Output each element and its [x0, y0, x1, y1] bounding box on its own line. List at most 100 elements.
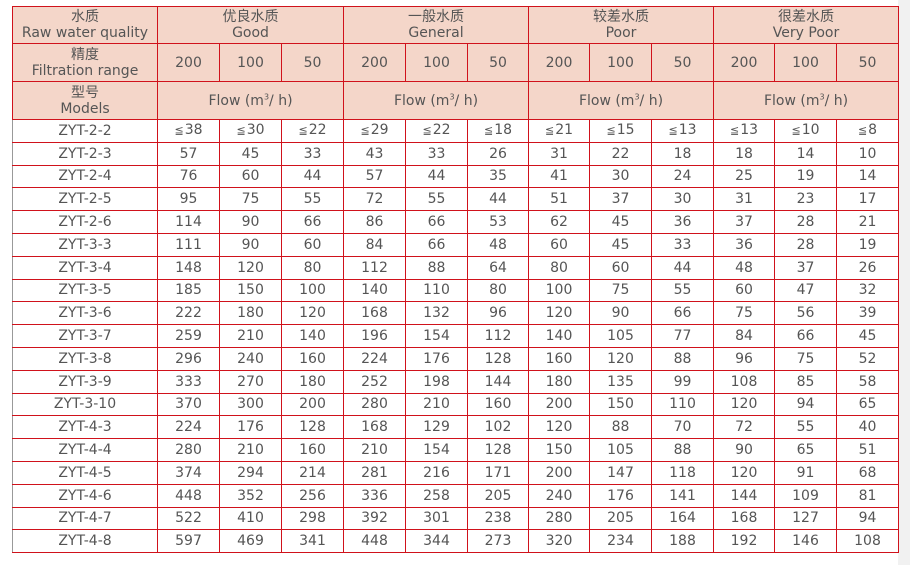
- flow-value-cell: 240: [528, 483, 590, 508]
- flow-value-cell: 90: [219, 210, 282, 234]
- model-cell: ZYT-4-7: [12, 506, 158, 531]
- flow-value-cell: 88: [405, 255, 468, 280]
- filtration-value: 50: [835, 43, 900, 82]
- table-row: ZYT-3-4 148 120 80 112 88 64 80 60 44 48 37 26: [12, 255, 900, 280]
- model-cell: ZYT-4-5: [12, 460, 158, 485]
- flow-value-cell: 333: [157, 369, 220, 394]
- flow-value-cell: 57: [343, 164, 406, 189]
- table-row: ZYT-3-3 111 90 60 84 66 48 60 45 33 36 28 19: [12, 232, 900, 257]
- flow-value-cell: 40: [835, 415, 900, 440]
- model-cell: ZYT-3-6: [12, 301, 158, 326]
- flow-value-cell: 301: [405, 506, 468, 531]
- flow-value-cell: 168: [343, 301, 406, 326]
- flow-value-cell: 210: [405, 392, 468, 417]
- flow-value-cell: 294: [219, 460, 282, 485]
- flow-value-cell: 56: [774, 301, 837, 326]
- flow-value-cell: 110: [651, 392, 714, 417]
- flow-value-cell: 132: [405, 301, 468, 326]
- flow-value-cell: 141: [651, 483, 714, 508]
- flow-value-cell: 88: [589, 415, 652, 440]
- flow-value-cell: 102: [467, 415, 529, 440]
- table-row: ZYT-4-6 448 352 256 336 258 205 240 176 141 144 109…: [12, 483, 900, 508]
- less-equal-symbol: ≦: [483, 124, 494, 138]
- flow-value-cell: 31: [713, 187, 775, 212]
- flow-value-cell: 18: [651, 141, 714, 166]
- flow-value-cell: 120: [528, 301, 590, 326]
- table-row: ZYT-2-4 76 60 44 57 44 35 41 30 24 25 19 14: [12, 164, 900, 189]
- flow-value-cell: 171: [467, 460, 529, 485]
- filtration-value: 50: [281, 43, 344, 82]
- filtration-value: 50: [467, 43, 529, 82]
- flow-value-cell: 30: [589, 164, 652, 189]
- less-equal-symbol: ≦: [298, 124, 308, 138]
- flow-value-cell: 14: [774, 141, 837, 166]
- flow-value-cell: 469: [219, 529, 282, 554]
- less-equal-symbol: ≦: [606, 124, 616, 138]
- group-header-poor: 较差水质 Poor: [528, 6, 714, 44]
- flow-value-cell: 64: [467, 255, 529, 280]
- flow-value-cell: 66: [405, 232, 468, 257]
- flow-value-cell: 86: [343, 210, 406, 234]
- flow-value-cell: 128: [467, 346, 529, 371]
- table-row: ZYT-2-5 95 75 55 72 55 44 51 37 30 31 23 17: [12, 187, 900, 212]
- flow-value-cell: 84: [343, 232, 406, 257]
- flow-value-cell: 140: [281, 324, 344, 348]
- less-equal-symbol: ≦: [422, 124, 432, 138]
- flow-value-cell: 25: [713, 164, 775, 189]
- flow-value-cell: 259: [157, 324, 220, 348]
- flow-value-cell: 18: [713, 141, 775, 166]
- model-cell: ZYT-4-6: [12, 483, 158, 508]
- flow-value-cell: 210: [343, 438, 406, 462]
- flow-value-cell: 75: [219, 187, 282, 212]
- flow-value-cell: 39: [835, 301, 900, 326]
- flow-value-cell: 392: [343, 506, 406, 531]
- flow-value-cell: 85: [774, 369, 837, 394]
- table-row: ZYT-3-6 222 180 120 168 132 96 120 90 66 75 56 39: [12, 301, 900, 326]
- flow-value-cell: 37: [713, 210, 775, 234]
- flow-value-cell: 28: [774, 232, 837, 257]
- flow-value-cell: 62: [528, 210, 590, 234]
- flow-value-cell: 198: [405, 369, 468, 394]
- flow-value-cell: 108: [835, 529, 900, 554]
- flow-value-cell: 10: [835, 141, 900, 166]
- flow-value-cell: 81: [835, 483, 900, 508]
- group-header-general: 一般水质 General: [343, 6, 529, 44]
- scrollbar[interactable]: [898, 0, 910, 565]
- flow-value-cell: 72: [713, 415, 775, 440]
- flow-value-cell: 60: [528, 232, 590, 257]
- flow-value-cell: ≦29: [343, 119, 406, 143]
- flow-value-cell: 60: [713, 278, 775, 303]
- flow-value-cell: 44: [651, 255, 714, 280]
- flow-value-cell: 374: [157, 460, 220, 485]
- flow-value-cell: 44: [281, 164, 344, 189]
- flow-value-cell: 52: [835, 346, 900, 371]
- model-cell: ZYT-2-4: [12, 164, 158, 189]
- flow-value-cell: 57: [157, 141, 220, 166]
- flow-value-cell: 280: [528, 506, 590, 531]
- header-row-filtration: 精度 Filtration range 200 100 50 200 100 50 200 10…: [12, 43, 900, 82]
- model-cell: ZYT-3-7: [12, 324, 158, 348]
- flow-value-cell: 84: [713, 324, 775, 348]
- flow-value-cell: ≦18: [467, 119, 529, 143]
- flow-value-cell: 176: [219, 415, 282, 440]
- flow-value-cell: 597: [157, 529, 220, 554]
- table-row: ZYT-3-8 296 240 160 224 176 128 160 120 88 96 75 52: [12, 346, 900, 371]
- flow-value-cell: 21: [835, 210, 900, 234]
- flow-value-cell: 234: [589, 529, 652, 554]
- quality-header: 水质 Raw water quality: [12, 6, 158, 44]
- flow-value-cell: 94: [835, 506, 900, 531]
- flow-value-cell: 100: [528, 278, 590, 303]
- flow-value-cell: 36: [651, 210, 714, 234]
- flow-value-cell: 154: [405, 324, 468, 348]
- flow-value-cell: 66: [281, 210, 344, 234]
- flow-value-cell: ≦22: [281, 119, 344, 143]
- flow-value-cell: 320: [528, 529, 590, 554]
- filtration-value: 100: [589, 43, 652, 82]
- flow-value-cell: 341: [281, 529, 344, 554]
- flow-value-cell: 168: [343, 415, 406, 440]
- flow-value-cell: 200: [528, 460, 590, 485]
- flow-value-cell: 176: [589, 483, 652, 508]
- table-row: ZYT-2-3 57 45 33 43 33 26 31 22 18 18 14 10: [12, 141, 900, 166]
- flow-value-cell: 150: [219, 278, 282, 303]
- flow-value-cell: 238: [467, 506, 529, 531]
